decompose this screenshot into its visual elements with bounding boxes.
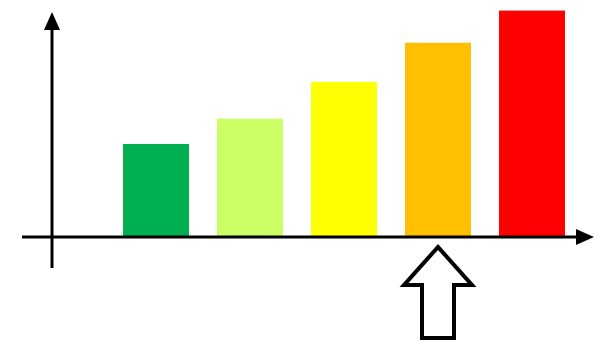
up-arrow-annotation bbox=[399, 244, 477, 340]
y-axis-arrowhead bbox=[44, 12, 60, 30]
bar-3 bbox=[311, 81, 377, 237]
x-axis-arrowhead bbox=[576, 229, 594, 245]
bar-4 bbox=[405, 42, 471, 236]
bar-2 bbox=[217, 118, 283, 236]
annotation-group bbox=[399, 244, 477, 340]
bar-5 bbox=[499, 10, 565, 236]
bars-group bbox=[123, 10, 565, 237]
bar-1 bbox=[123, 144, 189, 236]
